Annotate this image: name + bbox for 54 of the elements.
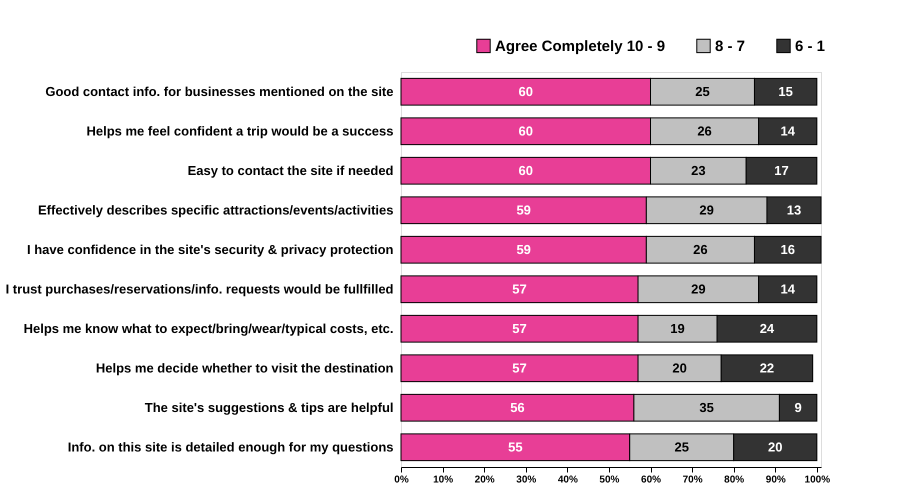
data-label: 60 <box>518 123 533 138</box>
data-label: 26 <box>697 123 712 138</box>
data-label: 19 <box>670 320 685 336</box>
data-label: 26 <box>693 242 708 257</box>
x-tick-label: 10% <box>433 474 454 483</box>
y-tick-label: Info. on this site is detailed enough for my questions <box>68 439 394 454</box>
y-tick-label: Good contact info. for businesses mentioned on the site <box>45 84 394 99</box>
y-tick-label: The site's suggestions & tips are helpful <box>144 400 394 415</box>
data-label: 25 <box>695 84 710 99</box>
x-tick-label: 80% <box>724 474 744 483</box>
y-tick-label: Helps me know what to expect/bring/wear/typical costs, etc. <box>24 320 394 336</box>
data-label: 57 <box>512 281 527 296</box>
y-tick-label: I have confidence in the site's security & privacy protection <box>27 242 394 257</box>
data-label: 57 <box>512 320 527 336</box>
data-label: 23 <box>691 162 706 178</box>
data-label: 60 <box>518 162 533 178</box>
y-tick-label: Helps me decide whether to visit the destination <box>96 360 394 376</box>
x-tick-label: 0% <box>394 474 409 483</box>
data-label: 9 <box>794 400 802 415</box>
data-label: 59 <box>516 202 531 218</box>
data-label: 15 <box>778 84 793 99</box>
data-label: 20 <box>672 360 687 376</box>
data-label: 22 <box>760 360 774 376</box>
y-tick-label: Effectively describes specific attractions/events/activities <box>38 202 394 218</box>
x-tick-label: 50% <box>599 474 620 483</box>
y-tick-label: I trust purchases/reservations/info. requests would be fullfilled <box>6 281 394 296</box>
legend-label: 8 - 7 <box>715 38 746 55</box>
data-label: 56 <box>510 400 525 415</box>
data-label: 24 <box>760 320 775 336</box>
x-tick-label: 90% <box>766 474 786 483</box>
legend-label: Agree Completely 10 - 9 <box>495 38 666 55</box>
data-label: 35 <box>699 400 714 415</box>
y-tick-label: Easy to contact the site if needed <box>188 162 394 178</box>
x-tick-label: 100% <box>804 474 830 483</box>
data-label: 29 <box>699 202 714 218</box>
legend-label: 6 - 1 <box>795 38 826 55</box>
data-label: 59 <box>516 242 531 257</box>
data-label: 17 <box>774 162 789 178</box>
data-label: 20 <box>768 439 782 454</box>
x-tick-label: 20% <box>474 474 495 483</box>
y-tick-label: Helps me feel confident a trip would be a success <box>86 123 394 138</box>
data-label: 14 <box>780 281 796 296</box>
data-label: 13 <box>786 202 802 218</box>
x-tick-label: 70% <box>682 474 703 483</box>
data-label: 55 <box>508 439 523 454</box>
x-tick-label: 30% <box>516 474 536 483</box>
data-label: 60 <box>518 84 533 99</box>
x-tick-label: 40% <box>558 474 578 483</box>
data-label: 25 <box>674 439 689 454</box>
data-label: 14 <box>780 123 796 138</box>
x-tick-label: 60% <box>640 474 662 483</box>
data-label: 16 <box>780 242 795 257</box>
data-label: 29 <box>691 281 706 296</box>
data-label: 57 <box>512 360 527 376</box>
